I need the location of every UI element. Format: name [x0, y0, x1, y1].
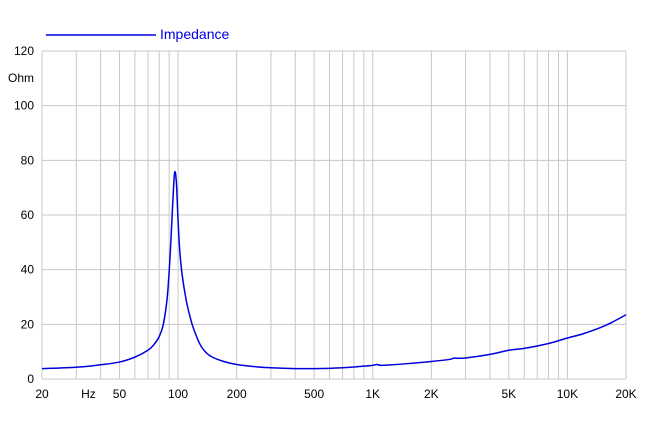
y-tick-label: 120 — [14, 44, 34, 58]
legend: Impedance — [46, 26, 229, 42]
impedance-series-line — [41, 170, 627, 370]
x-tick-label: 5K — [501, 387, 516, 401]
x-tick-label: 10K — [557, 387, 578, 401]
x-tick-label: 2K — [424, 387, 439, 401]
x-tick-label: 100 — [168, 387, 188, 401]
y-axis-label: Ohm — [8, 71, 34, 85]
x-tick-label: 200 — [227, 387, 247, 401]
x-tick-label: 50 — [113, 387, 127, 401]
x-axis-unit-label: Hz — [81, 387, 96, 401]
legend-label: Impedance — [160, 26, 229, 42]
grid — [41, 50, 627, 380]
x-tick-label: 20 — [35, 387, 49, 401]
y-tick-label: 100 — [14, 99, 34, 113]
x-tick-label: 1K — [365, 387, 380, 401]
y-tick-label: 0 — [27, 372, 34, 386]
series-layer — [41, 170, 627, 370]
x-tick-label: 500 — [304, 387, 324, 401]
y-tick-label: 40 — [21, 263, 35, 277]
y-tick-label: 20 — [21, 317, 35, 331]
y-tick-label: 80 — [21, 153, 35, 167]
x-tick-label: 20K — [615, 387, 636, 401]
y-tick-label: 60 — [21, 208, 35, 222]
